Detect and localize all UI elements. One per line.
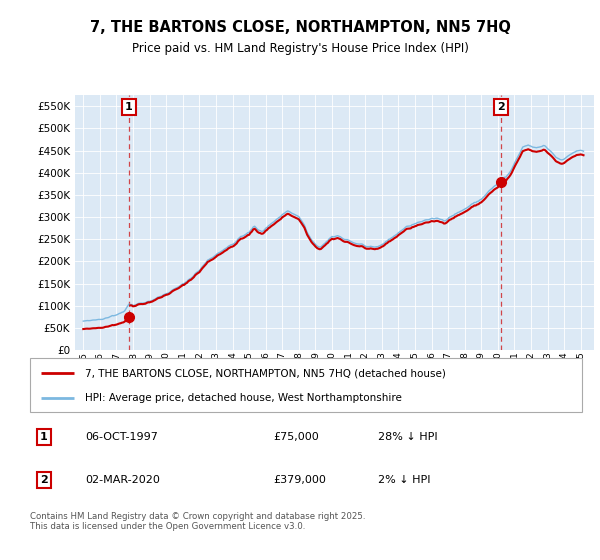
Text: £75,000: £75,000 [273, 432, 319, 442]
Text: 02-MAR-2020: 02-MAR-2020 [85, 475, 160, 485]
Text: Price paid vs. HM Land Registry's House Price Index (HPI): Price paid vs. HM Land Registry's House … [131, 42, 469, 55]
Text: 06-OCT-1997: 06-OCT-1997 [85, 432, 158, 442]
Text: £379,000: £379,000 [273, 475, 326, 485]
Text: 2% ↓ HPI: 2% ↓ HPI [378, 475, 430, 485]
FancyBboxPatch shape [30, 358, 582, 412]
Text: 1: 1 [125, 102, 133, 111]
Text: 7, THE BARTONS CLOSE, NORTHAMPTON, NN5 7HQ: 7, THE BARTONS CLOSE, NORTHAMPTON, NN5 7… [89, 20, 511, 35]
Text: 7, THE BARTONS CLOSE, NORTHAMPTON, NN5 7HQ (detached house): 7, THE BARTONS CLOSE, NORTHAMPTON, NN5 7… [85, 368, 446, 379]
Text: 28% ↓ HPI: 28% ↓ HPI [378, 432, 437, 442]
Text: HPI: Average price, detached house, West Northamptonshire: HPI: Average price, detached house, West… [85, 393, 402, 403]
Text: Contains HM Land Registry data © Crown copyright and database right 2025.
This d: Contains HM Land Registry data © Crown c… [30, 512, 365, 531]
Text: 1: 1 [40, 432, 47, 442]
Text: 2: 2 [497, 102, 505, 111]
Text: 2: 2 [40, 475, 47, 485]
